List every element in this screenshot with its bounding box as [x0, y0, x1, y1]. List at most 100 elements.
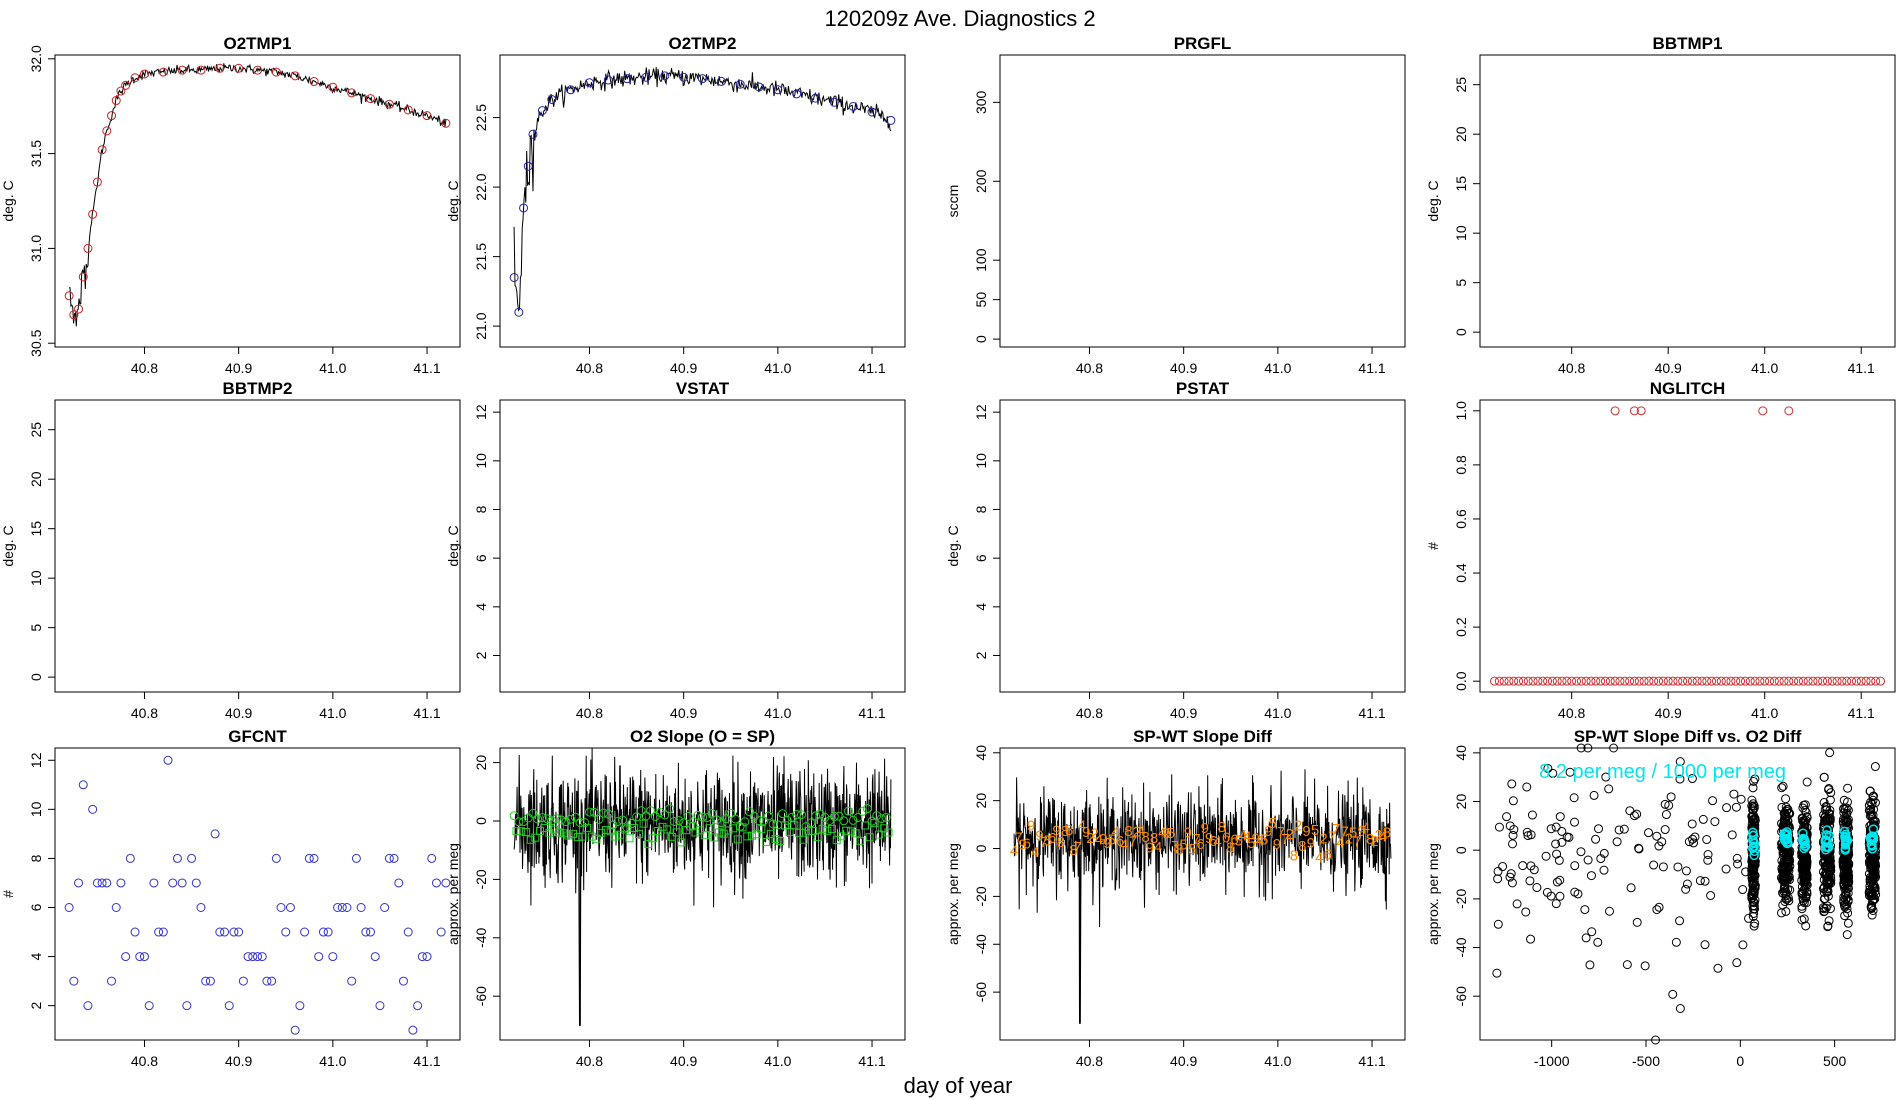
- average-circle: [730, 814, 740, 824]
- data-point: [441, 878, 451, 888]
- average-square: [837, 832, 846, 841]
- y-axis-label: deg. C: [445, 525, 461, 566]
- x-tick-label: 41.0: [319, 360, 346, 376]
- data-point: [323, 927, 333, 937]
- data-point: [69, 976, 79, 986]
- scatter-point: [1780, 886, 1790, 896]
- data-point: [848, 101, 858, 111]
- data-point: [333, 902, 343, 912]
- scatter-point: [1546, 824, 1556, 834]
- average-circle: [712, 815, 722, 825]
- average-digit-marker: 9: [1273, 836, 1281, 853]
- y-tick-label: 12: [973, 404, 989, 420]
- scatter-point: [1819, 858, 1829, 868]
- y-tick-label: 2: [973, 651, 989, 659]
- average-point: [1798, 836, 1809, 847]
- y-tick-label: 0.2: [1453, 617, 1469, 637]
- average-circle: [533, 814, 543, 824]
- panel-o2tmp1: O2TMP1 deg. C 40.8 40.9 41.0 41.1 30.5 31.0 31.5…: [0, 34, 461, 376]
- scatter-point: [1748, 783, 1758, 793]
- data-point: [271, 67, 281, 77]
- data-point: [121, 952, 131, 962]
- y-tick-label: 30.5: [28, 329, 44, 356]
- data-point: [603, 75, 613, 85]
- average-point: [1748, 841, 1759, 852]
- data-point: [537, 106, 547, 116]
- y-tick-label: -20: [973, 886, 989, 906]
- scatter-point: [1508, 796, 1518, 806]
- panel-gfcnt: GFCNT #40.8 40.9 41.0 41.1 2 4 6 8 10 12: [0, 727, 461, 1069]
- scatter-point: [1494, 822, 1504, 832]
- panel-title: VSTAT: [676, 379, 730, 398]
- data-point: [205, 976, 215, 986]
- plot-frame: [499, 54, 906, 348]
- average-circle: [815, 809, 825, 819]
- scatter-point: [1557, 837, 1567, 847]
- x-tick-label: 41.1: [413, 360, 440, 376]
- average-digit-marker: 2: [1374, 827, 1382, 844]
- data-point: [509, 272, 519, 282]
- y-tick-label: 0: [973, 844, 989, 852]
- average-digit-marker: 5: [1247, 835, 1255, 852]
- average-circle: [641, 811, 651, 821]
- y-tick-label: 40: [1453, 745, 1469, 761]
- y-tick-label: 22.5: [473, 104, 489, 131]
- average-digit-marker: 9: [1302, 823, 1310, 840]
- data-point: [191, 878, 201, 888]
- average-circle: [589, 807, 599, 817]
- average-square: [667, 832, 676, 841]
- scatter-point: [1868, 895, 1878, 905]
- data-point: [248, 952, 258, 962]
- scatter-point: [1839, 808, 1849, 818]
- average-circle: [674, 816, 684, 826]
- scatter-point: [1570, 887, 1580, 897]
- average-circle: [843, 806, 853, 816]
- average-square: [521, 828, 530, 837]
- scatter-point: [1502, 812, 1512, 822]
- raw-series-line: [1013, 769, 1392, 1024]
- average-digit-marker: 9: [1018, 836, 1026, 853]
- average-digit-marker: 8: [1218, 819, 1226, 836]
- average-square: [799, 835, 808, 844]
- scatter-point: [1799, 822, 1809, 832]
- data-point: [78, 272, 88, 282]
- average-circle: [542, 814, 552, 824]
- average-square: [691, 828, 700, 837]
- scatter-point: [1778, 875, 1788, 885]
- data-point: [253, 952, 262, 962]
- average-digit-marker: 8: [1383, 824, 1391, 841]
- y-tick-label: 6: [473, 554, 489, 562]
- scatter-point: [1864, 805, 1874, 815]
- data-point: [97, 878, 107, 888]
- y-tick-label: -20: [473, 869, 489, 889]
- average-circle: [726, 808, 736, 818]
- fit-annotation: 8.2 per meg / 1000 per meg: [1539, 761, 1786, 783]
- data-point: [257, 952, 267, 962]
- data-point: [1523, 676, 1533, 686]
- data-point: [1581, 676, 1591, 686]
- scatter-point: [1784, 896, 1794, 906]
- scatter-point: [1681, 884, 1691, 894]
- scatter-point: [1508, 839, 1518, 849]
- average-circle: [806, 818, 816, 828]
- average-square: [540, 824, 549, 833]
- average-square: [559, 829, 568, 838]
- average-digit-marker: 4: [1256, 833, 1264, 850]
- data-point: [1572, 676, 1582, 686]
- scatter-point: [1777, 783, 1787, 793]
- data-point: [154, 927, 164, 937]
- panel-spwt_vs_o2: SP-WT Slope Diff vs. O2 Diff approx. per …: [1425, 727, 1896, 1069]
- data-point: [413, 1001, 423, 1011]
- scatter-point: [1493, 919, 1503, 929]
- data-point: [1600, 676, 1610, 686]
- y-tick-label: 0: [28, 673, 44, 681]
- y-tick-label: 5: [28, 624, 44, 632]
- data-point: [238, 976, 248, 986]
- average-digit-marker: 7: [1040, 834, 1048, 851]
- x-tick-label: 40.9: [1655, 360, 1682, 376]
- average-digit-marker: 5: [1235, 833, 1243, 850]
- average-digit-marker: 6: [1116, 833, 1124, 850]
- y-tick-label: 25: [28, 422, 44, 438]
- average-circle: [792, 810, 802, 820]
- data-point: [130, 73, 140, 83]
